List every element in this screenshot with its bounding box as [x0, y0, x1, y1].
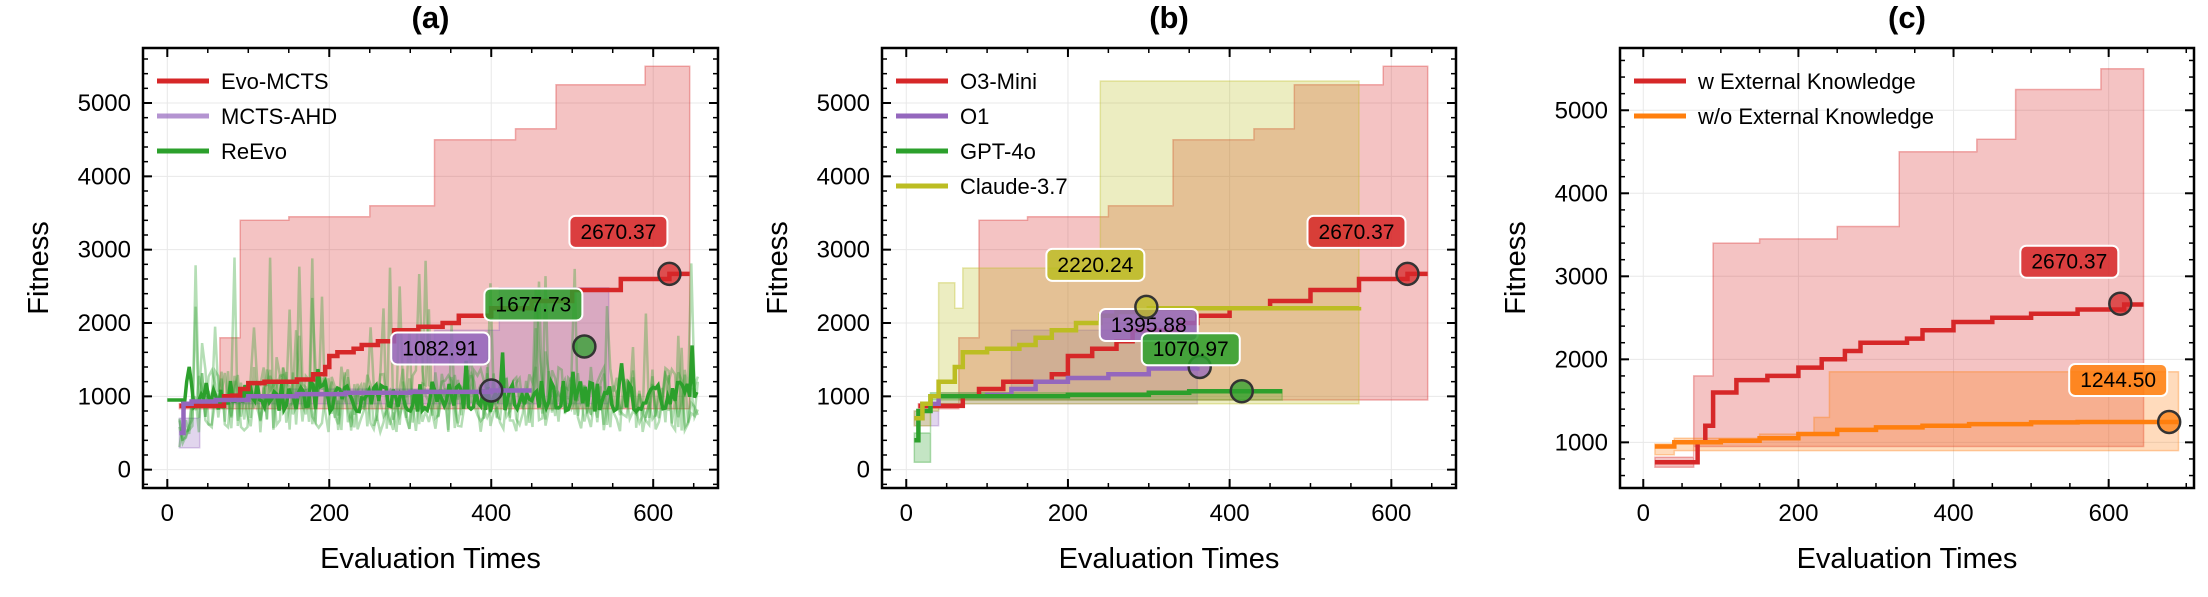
- x-tick-label: 600: [2089, 500, 2129, 527]
- plot-area: [913, 65, 1429, 464]
- y-tick-label: 4000: [78, 163, 131, 190]
- highlight-label-box: [1045, 247, 1146, 282]
- y-axis-label: Fitness: [762, 221, 794, 314]
- confidence-band: [178, 65, 691, 410]
- y-tick-label: 1000: [817, 383, 870, 410]
- y-tick-label: 0: [118, 457, 131, 484]
- x-axis-label: Evaluation Times: [320, 543, 541, 575]
- chart-title: (b): [1149, 0, 1189, 35]
- highlight-marker: [572, 334, 597, 359]
- x-axis-label: Evaluation Times: [1059, 543, 1280, 575]
- legend-label: w External Knowledge: [1697, 69, 1916, 94]
- y-tick-label: 0: [857, 457, 870, 484]
- highlight-marker: [1134, 294, 1159, 320]
- confidence-band: [1654, 68, 2145, 468]
- highlight-label-box: [2019, 244, 2120, 279]
- highlight-label-box: [1140, 332, 1241, 367]
- y-tick-label: 2000: [78, 310, 131, 337]
- highlight-marker: [1395, 261, 1420, 287]
- highlight-label: 1395.88: [1111, 314, 1187, 337]
- y-tick-label: 3000: [1555, 263, 1608, 290]
- series-line: [914, 366, 1200, 421]
- plot-area: [167, 65, 700, 449]
- y-tick-label: 2000: [817, 310, 870, 337]
- x-tick-label: 200: [1778, 500, 1818, 527]
- y-tick-label: 4000: [1555, 180, 1608, 207]
- legend-label: Evo-MCTS: [221, 69, 329, 94]
- x-tick-label: 400: [1210, 500, 1250, 527]
- legend-label: w/o External Knowledge: [1697, 104, 1934, 129]
- highlight-label: 2220.24: [1057, 254, 1133, 277]
- chart-title: (a): [412, 0, 450, 35]
- y-tick-label: 5000: [1555, 97, 1608, 124]
- confidence-band: [1654, 371, 2180, 456]
- x-tick-label: 0: [161, 500, 174, 527]
- chart-panel-1: 2670.37 1082.91 1677.73 0 200 400 600 0 1000 2000…: [23, 0, 720, 575]
- highlight-marker: [478, 378, 504, 403]
- y-tick-label: 3000: [78, 237, 131, 264]
- highlight-marker: [1229, 378, 1255, 404]
- series-line: [914, 388, 1283, 443]
- legend: O3-Mini O1 GPT-4o Claude-3.7: [896, 69, 1068, 199]
- highlight-marker: [2108, 291, 2133, 316]
- y-tick-label: 5000: [78, 90, 131, 117]
- axes-frame: [141, 46, 720, 490]
- x-tick-label: 200: [309, 500, 349, 527]
- highlight-label: 2670.37: [1319, 221, 1395, 244]
- highlight-label: 1244.50: [2080, 369, 2156, 392]
- x-axis-label: Evaluation Times: [1797, 543, 2018, 575]
- x-tick-label: 400: [1934, 500, 1974, 527]
- series-line: [179, 388, 532, 436]
- highlight-marker: [2156, 409, 2182, 435]
- highlight-label: 1070.97: [1153, 338, 1229, 361]
- x-tick-label: 0: [1637, 500, 1650, 527]
- confidence-band: [917, 65, 1429, 410]
- highlight-label: 1677.73: [495, 293, 571, 316]
- legend-label: MCTS-AHD: [221, 104, 337, 129]
- axes-frame: [880, 46, 1458, 490]
- axes-frame: [1618, 46, 2196, 490]
- chart-title: (c): [1888, 0, 1926, 35]
- legend: Evo-MCTS MCTS-AHD ReEvo: [157, 69, 337, 164]
- highlight-label-box: [568, 214, 669, 249]
- x-tick-label: 400: [471, 500, 511, 527]
- highlight-marker: [657, 261, 682, 287]
- legend-label: O1: [960, 104, 989, 129]
- highlight-label-box: [390, 331, 491, 366]
- y-tick-label: 1000: [1555, 429, 1608, 456]
- highlight-label-box: [2068, 363, 2169, 397]
- legend-label: ReEvo: [221, 139, 287, 164]
- x-tick-label: 600: [1371, 500, 1411, 527]
- highlight-label: 1082.91: [402, 337, 478, 360]
- y-tick-label: 4000: [817, 163, 870, 190]
- x-tick-label: 0: [900, 500, 913, 527]
- highlight-label: 2670.37: [580, 221, 656, 244]
- y-axis-label: Fitness: [23, 221, 55, 314]
- x-tick-label: 600: [633, 500, 673, 527]
- y-tick-label: 2000: [1555, 346, 1608, 373]
- y-tick-label: 3000: [817, 237, 870, 264]
- highlight-label-box: [483, 287, 584, 322]
- legend-label: Claude-3.7: [960, 174, 1068, 199]
- legend: w External Knowledge w/o External Knowled…: [1634, 69, 1934, 129]
- series-line: [1654, 419, 2179, 449]
- plot-area: [1654, 68, 2180, 468]
- legend-label: GPT-4o: [960, 139, 1036, 164]
- legend-label: O3-Mini: [960, 69, 1037, 94]
- y-tick-label: 1000: [78, 383, 131, 410]
- highlight-label: 2670.37: [2031, 251, 2107, 274]
- highlight-label-box: [1306, 214, 1407, 249]
- chart-panel-3: 2670.37 1244.50 0 200 400 600 1000 2000 3000 4000…: [1500, 0, 2196, 575]
- y-tick-label: 5000: [817, 90, 870, 117]
- y-axis-label: Fitness: [1500, 221, 1532, 314]
- series-line: [1654, 302, 2144, 465]
- x-tick-label: 200: [1048, 500, 1088, 527]
